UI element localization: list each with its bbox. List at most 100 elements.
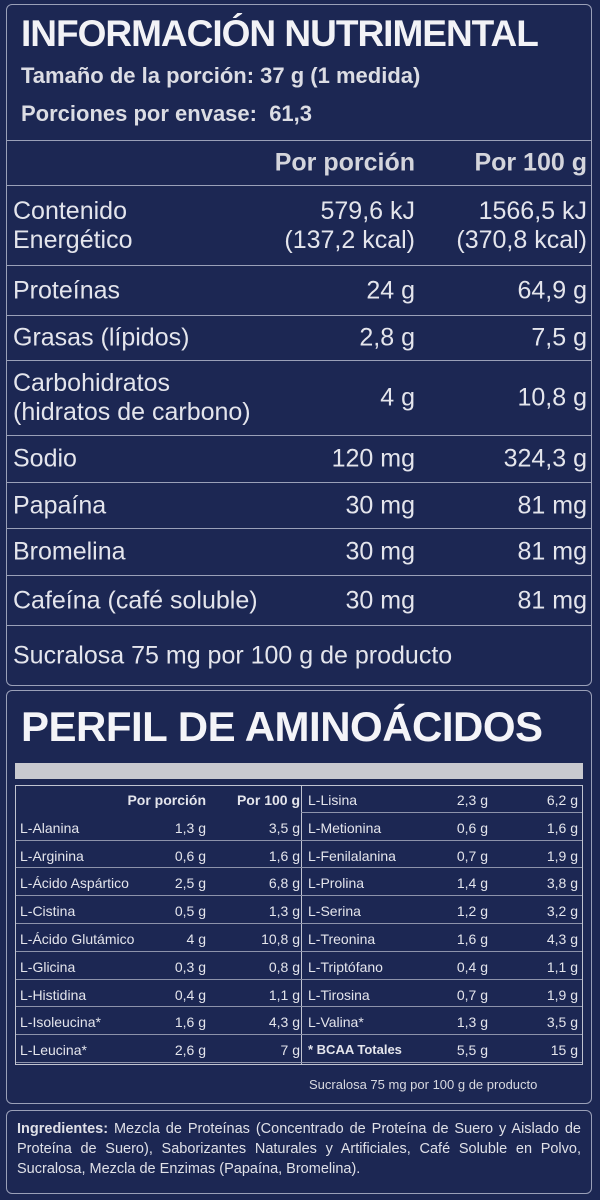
row-line — [301, 1034, 582, 1036]
row-line — [16, 978, 301, 980]
nutrient-name: Cafeína (café soluble) — [13, 586, 258, 614]
nutrient-value: 2,8 g — [359, 323, 415, 352]
amino-value: 2,6 g — [174, 1042, 206, 1059]
amino-name: L-Tirosina — [308, 986, 370, 1003]
amino-value: 0,6 g — [456, 819, 488, 836]
amino-name: L-Isoleucina* — [20, 1014, 101, 1031]
nutrient-value: 1566,5 kJ (370,8 kcal) — [456, 196, 587, 254]
nutrient-row: Proteínas 24 g 64,9 g — [7, 265, 591, 315]
amino-value: 10,8 g — [261, 931, 300, 947]
amino-value: 0,3 g — [174, 958, 206, 975]
amino-value: 0,4 g — [456, 958, 488, 975]
row-line — [301, 895, 582, 897]
column-header: Por 100 g — [474, 148, 587, 177]
row-line — [301, 1062, 582, 1063]
amino-name: L-Cistina — [20, 903, 76, 920]
nutrient-value: 81 mg — [517, 491, 587, 519]
amino-name: L-Histidina — [20, 986, 87, 1003]
ingredients-panel: Ingredientes: Mezcla de Proteínas (Conce… — [6, 1110, 592, 1194]
amino-name: L-Treonina — [308, 931, 376, 947]
nutrient-name: Carbohidratos (hidratos de carbono) — [13, 369, 251, 426]
amino-note: Sucralosa 75 mg por 100 g de producto — [309, 1077, 538, 1092]
column-header: Por porción — [274, 148, 415, 177]
amino-value: 1,1 g — [268, 986, 300, 1003]
amino-value: 6,2 g — [546, 792, 578, 808]
amino-value: 3,5 g — [546, 1014, 578, 1031]
nutrient-value: 579,6 kJ (137,2 kcal) — [284, 196, 415, 254]
amino-panel: PERFIL DE AMINOÁCIDOS Por porción Por 100… — [6, 690, 592, 1104]
amino-value: 0,5 g — [174, 903, 206, 920]
nutrient-row: Bromelina 30 mg 81 mg — [7, 528, 591, 575]
row-line — [301, 839, 582, 841]
amino-name: L-Serina — [308, 903, 361, 920]
amino-value: 6,8 g — [268, 875, 300, 892]
ingredients-label: Ingredientes: — [17, 1121, 109, 1137]
row-line — [301, 1006, 582, 1008]
nutrient-name: Bromelina — [13, 537, 126, 566]
amino-value: 1,6 g — [546, 819, 578, 836]
row-line — [301, 923, 582, 924]
column-header: Por 100 g — [236, 792, 300, 808]
nutrient-row: Carbohidratos (hidratos de carbono) 4 g 10… — [7, 360, 591, 435]
amino-value: 0,7 g — [456, 986, 488, 1003]
nutrient-value: 324,3 g — [503, 444, 587, 473]
amino-value: 2,5 g — [174, 875, 206, 892]
note-row: Sucralosa 75 mg por 100 g de producto — [7, 625, 591, 685]
amino-value: 1,2 g — [456, 903, 488, 920]
amino-value: 1,3 g — [174, 819, 206, 836]
nutrient-name: Papaína — [13, 491, 107, 519]
amino-table: Por porción Por 100 g L-Alanina 1,3 g 3,5 g L… — [15, 785, 583, 1065]
row-line — [301, 867, 582, 869]
row-line — [16, 1006, 301, 1008]
amino-name: L-Valina* — [308, 1014, 364, 1031]
row-line — [16, 839, 301, 841]
nutrient-value: 81 mg — [517, 537, 587, 566]
amino-name: L-Fenilalanina — [308, 847, 396, 864]
nutrient-value: 7,5 g — [531, 323, 587, 352]
amino-name: L-Prolina — [308, 875, 365, 892]
amino-value: 3,5 g — [268, 819, 300, 836]
nutrient-value: 10,8 g — [517, 383, 587, 412]
nutrient-value: 81 mg — [517, 586, 587, 614]
amino-value: 1,3 g — [456, 1014, 488, 1031]
nutrient-row: Papaína 30 mg 81 mg — [7, 482, 591, 528]
amino-name: L-Leucina* — [20, 1042, 87, 1059]
amino-value: 15 g — [550, 1042, 578, 1059]
amino-value: 3,8 g — [546, 875, 578, 892]
amino-name: L-Alanina — [20, 819, 80, 836]
nutrient-row: Cafeína (café soluble) 30 mg 81 mg — [7, 575, 591, 625]
ingredients-text: Mezcla de Proteínas (Concentrado de Prot… — [17, 1121, 581, 1177]
column-header: Por porción — [127, 792, 206, 808]
amino-value: 4,3 g — [546, 931, 578, 947]
amino-name: L-Metionina — [308, 819, 382, 836]
nutrition-table: Por porción Por 100 g Contenido Energético… — [7, 140, 591, 685]
nutrient-value: 24 g — [366, 276, 415, 304]
amino-value: 1,9 g — [546, 847, 578, 864]
nutrient-row: Contenido Energético 579,6 kJ (137,2 kcal… — [7, 185, 591, 265]
amino-value: 0,4 g — [174, 986, 206, 1003]
nutrient-name: Proteínas — [13, 276, 121, 304]
row-line — [16, 895, 301, 897]
nutrient-row: Sodio 120 mg 324,3 g — [7, 435, 591, 482]
row-line — [301, 811, 582, 813]
servings: Porciones por envase: 61,3 — [21, 101, 313, 126]
bcaa-label: * BCAA Totales — [308, 1042, 402, 1058]
amino-name: L-Ácido Aspártico — [20, 875, 129, 892]
amino-value: 0,8 g — [268, 958, 300, 975]
nutrient-row: Grasas (lípidos) 2,8 g 7,5 g — [7, 315, 591, 360]
title: INFORMACIÓN NUTRIMENTAL — [21, 13, 539, 54]
amino-value: 1,3 g — [268, 903, 300, 920]
nutrient-value: 30 mg — [345, 537, 415, 566]
serving-size: Tamaño de la porción: 37 g (1 medida) — [21, 63, 421, 88]
amino-name: L-Triptófano — [308, 958, 383, 975]
amino-value: 4 g — [186, 931, 206, 947]
amino-value: 7 g — [280, 1042, 300, 1059]
nutrient-value: 30 mg — [345, 586, 415, 614]
amino-value: 1,6 g — [456, 931, 488, 947]
nutrition-panel: INFORMACIÓN NUTRIMENTAL Tamaño de la por… — [6, 4, 592, 686]
divider-bar — [15, 763, 583, 779]
amino-value: 0,7 g — [456, 847, 488, 864]
amino-value: 2,3 g — [456, 792, 488, 808]
amino-name: L-Arginina — [20, 847, 84, 864]
